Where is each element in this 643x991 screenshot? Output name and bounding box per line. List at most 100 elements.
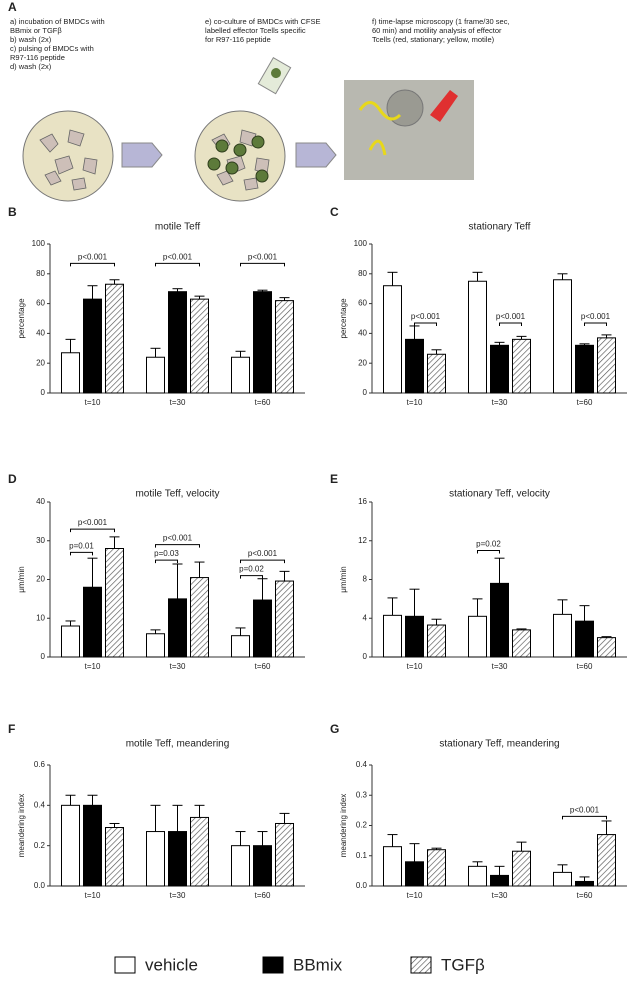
motile-track: [358, 101, 402, 156]
panel-letter: G: [330, 722, 339, 736]
bar: [468, 280, 487, 394]
step-text: e) co-culture of BMDCs with CFSE: [205, 17, 320, 26]
bar: [61, 625, 80, 658]
bar: [253, 599, 272, 658]
series: [83, 557, 272, 658]
series: [105, 804, 294, 887]
y-tick-label: 8: [363, 575, 368, 584]
x-tick-label: t=60: [577, 891, 593, 900]
bar: [105, 827, 124, 887]
x-tick-label: t=10: [85, 891, 101, 900]
bar: [61, 352, 80, 394]
x-tick-label: t=10: [85, 662, 101, 671]
significance-label: p<0.001: [570, 806, 600, 815]
bar: [553, 279, 572, 394]
series: [105, 536, 294, 658]
y-tick-label: 0.4: [356, 760, 368, 769]
x-tick-label: t=60: [255, 398, 271, 407]
bar: [575, 620, 594, 658]
significance-bracket: [240, 559, 285, 564]
bar: [427, 624, 446, 658]
y-tick-label: 0.2: [356, 821, 368, 830]
y-tick-label: 0.3: [356, 790, 368, 799]
x-tick-label: t=30: [492, 398, 508, 407]
y-axis-label: percentage: [17, 298, 26, 339]
significance-bracket: [155, 262, 200, 267]
panel-a: A: [8, 0, 474, 202]
bar: [231, 356, 250, 394]
bar: [146, 831, 165, 887]
chart-title: stationary Teff, velocity: [449, 489, 550, 500]
series: [427, 820, 616, 887]
y-tick-label: 0: [363, 652, 368, 661]
bar: [383, 846, 402, 887]
significance-bracket: [562, 815, 607, 820]
bar: [597, 834, 616, 887]
bar: [383, 614, 402, 658]
significance-bracket: [240, 575, 263, 579]
step-text: b) wash (2x): [10, 35, 52, 44]
significance-bracket: [70, 262, 115, 267]
series: [61, 620, 250, 658]
legend: vehicle BBmix TGFβ: [114, 955, 485, 974]
series: [383, 271, 572, 394]
significance-label: p<0.001: [163, 534, 193, 543]
significance-label: p<0.001: [496, 312, 526, 321]
significance-bracket: [155, 559, 178, 564]
significance-bracket: [414, 322, 437, 326]
y-tick-label: 10: [36, 613, 45, 622]
chart-title: stationary Teff: [469, 222, 531, 233]
significance-bracket: [70, 551, 93, 556]
significance-label: p<0.001: [411, 312, 441, 321]
bar: [168, 831, 187, 887]
panel-letter: E: [330, 472, 338, 486]
y-tick-label: 16: [358, 497, 367, 506]
series: [383, 597, 572, 658]
bar: [168, 598, 187, 658]
bar: [405, 861, 424, 887]
bar: [105, 548, 124, 658]
step-text: for R97-116 peptide: [205, 35, 271, 44]
step-text: a) incubation of BMDCs with: [10, 17, 105, 26]
significance-label: p<0.001: [248, 549, 278, 558]
x-tick-label: t=60: [577, 398, 593, 407]
significance-label: p<0.001: [78, 252, 108, 261]
x-tick-label: t=30: [170, 662, 186, 671]
significance-label: p=0.02: [239, 565, 264, 574]
bar: [490, 344, 509, 394]
bar: [512, 850, 531, 887]
bar: [275, 822, 294, 887]
significance-label: p=0.02: [476, 540, 501, 549]
y-tick-label: 0: [363, 388, 368, 397]
series: [61, 794, 250, 887]
panel-letter: D: [8, 472, 17, 486]
significance-label: p<0.001: [78, 518, 108, 527]
y-axis-label: μm/min: [339, 566, 348, 592]
bar: [383, 285, 402, 394]
bar: [468, 615, 487, 658]
significance-label: p=0.01: [69, 541, 94, 550]
panel-letter: C: [330, 205, 339, 219]
x-tick-label: t=30: [170, 398, 186, 407]
y-tick-label: 60: [36, 299, 45, 308]
bar: [512, 629, 531, 658]
step-text: 60 min) and motility analysis of effecto…: [372, 26, 502, 35]
step-text: Tcells (red, stationary; yellow, motile): [372, 35, 495, 44]
legend-swatch: [114, 956, 136, 974]
t-cells: [207, 135, 269, 183]
x-tick-label: t=10: [407, 891, 423, 900]
bar: [597, 337, 616, 394]
y-tick-label: 40: [36, 497, 45, 506]
bar: [597, 637, 616, 658]
y-tick-label: 100: [32, 239, 46, 248]
legend-swatch: [410, 956, 432, 974]
series: [427, 618, 616, 658]
bar: [83, 586, 102, 658]
series: [405, 557, 594, 658]
y-axis-label: percentage: [339, 298, 348, 339]
bar: [275, 300, 294, 394]
